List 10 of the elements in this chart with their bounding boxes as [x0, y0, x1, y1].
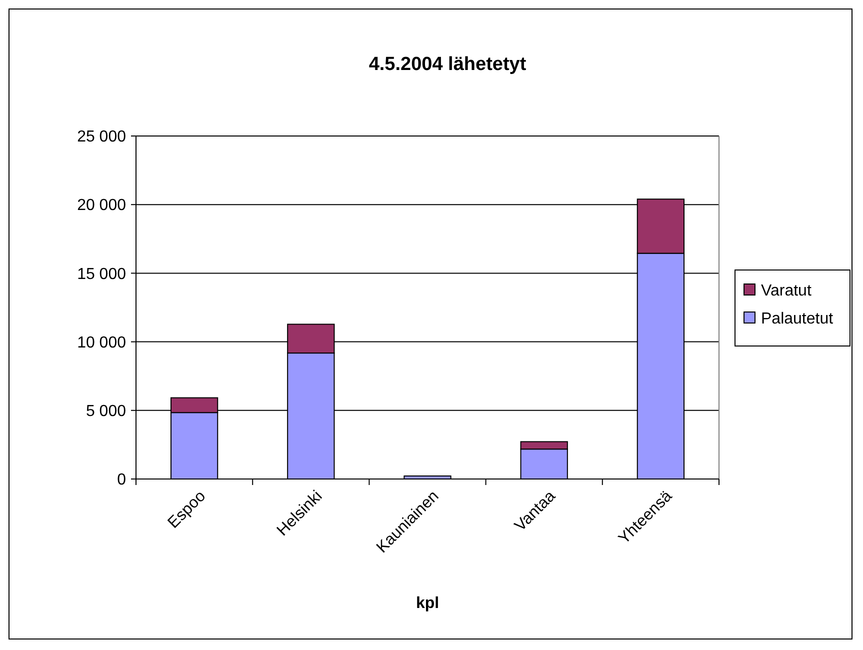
y-tick-label: 0: [117, 472, 126, 489]
chart-title: 4.5.2004 lähetetyt: [368, 54, 527, 75]
y-tick-label: 15 000: [77, 266, 126, 283]
legend-label: Palautetut: [761, 310, 834, 328]
legend-label: Varatut: [761, 282, 812, 300]
y-tick-label: 10 000: [77, 334, 126, 352]
y-tick-label: 25 000: [77, 128, 126, 146]
y-tick-label: 5 000: [86, 403, 126, 420]
y-tick-label: 20 000: [77, 197, 126, 214]
x-axis-title: kpl: [416, 595, 440, 612]
